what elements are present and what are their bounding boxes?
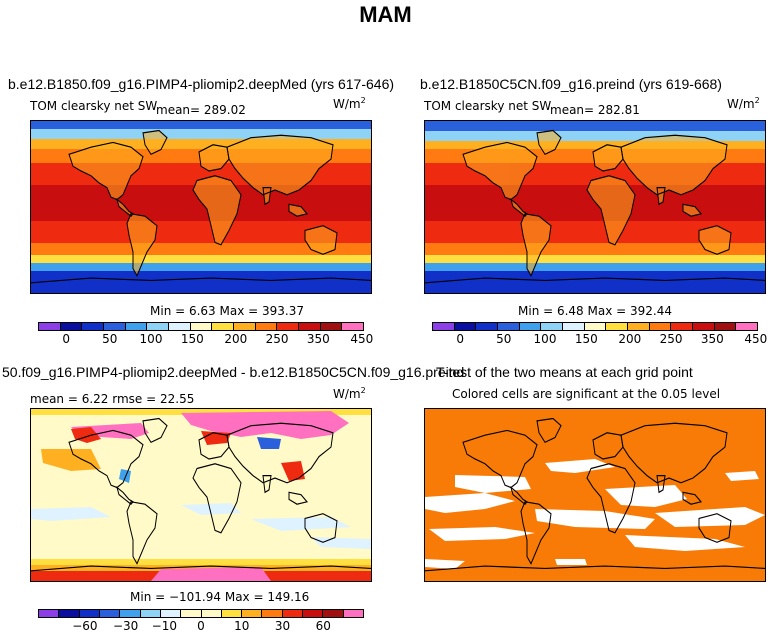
colorbar-swatch bbox=[541, 323, 564, 330]
colorbar-swatch bbox=[342, 323, 364, 330]
colorbar-swatch bbox=[234, 323, 256, 330]
colorbar-swatch bbox=[169, 323, 191, 330]
colorbar-swatch bbox=[736, 323, 758, 330]
colorbar-swatch bbox=[125, 323, 148, 330]
colorbar-swatch bbox=[606, 323, 629, 330]
panel-3-title: 50.f09_g16.PIMP4-pliomip2.deepMed - b.e1… bbox=[2, 364, 465, 380]
colorbar-swatch bbox=[39, 610, 60, 617]
colorbar-swatch bbox=[584, 323, 607, 330]
panel-2-variable-label: TOM clearsky net SW bbox=[424, 99, 552, 113]
panel-3-units: W/m2 bbox=[333, 386, 366, 401]
colorbar-swatch bbox=[323, 610, 344, 617]
colorbar-tick-label: 0 bbox=[456, 332, 465, 346]
colorbar-swatch bbox=[671, 323, 694, 330]
panel-1-title: b.e12.B1850.f09_g16.PIMP4-pliomip2.deepM… bbox=[8, 76, 395, 92]
colorbar-tick-label: 450 bbox=[744, 332, 768, 346]
colorbar-tick-label: −60 bbox=[72, 619, 98, 633]
colorbar-swatch bbox=[714, 323, 737, 330]
colorbar-swatch bbox=[649, 323, 672, 330]
colorbar-swatch bbox=[255, 323, 278, 330]
colorbar-swatch bbox=[221, 610, 243, 617]
colorbar-swatch bbox=[82, 323, 105, 330]
colorbar-swatch bbox=[79, 610, 100, 617]
colorbar-swatch bbox=[277, 323, 300, 330]
colorbar-swatch bbox=[628, 323, 650, 330]
colorbar-swatch bbox=[563, 323, 585, 330]
colorbar-tick-label: 200 bbox=[224, 332, 248, 346]
panel-1-map bbox=[30, 120, 372, 294]
colorbar-tick-label: 50 bbox=[102, 332, 118, 346]
panel-3-colorbar bbox=[38, 609, 364, 618]
panel-2-map bbox=[424, 120, 766, 294]
colorbar-swatch bbox=[99, 610, 121, 617]
colorbar-swatch bbox=[299, 323, 321, 330]
panel-2-colorbar bbox=[432, 322, 758, 331]
colorbar-swatch bbox=[476, 323, 499, 330]
panel-1-colorbar bbox=[38, 322, 364, 331]
panel-4-map bbox=[424, 408, 766, 582]
colorbar-tick-label: 100 bbox=[533, 332, 557, 346]
panel-3-colorbar-ticks: −60 −30 −10 0 10 30 60 bbox=[38, 619, 364, 635]
colorbar-tick-label: 350 bbox=[306, 332, 330, 346]
colorbar-swatch bbox=[242, 610, 263, 617]
colorbar-tick-label: −30 bbox=[112, 619, 139, 633]
colorbar-swatch bbox=[190, 323, 213, 330]
panel-3-map bbox=[30, 408, 372, 582]
panel-1-variable-label: TOM clearsky net SW bbox=[30, 99, 158, 113]
panel-1-minmax: Min = 6.63 Max = 393.37 bbox=[150, 304, 304, 318]
colorbar-swatch bbox=[433, 323, 455, 330]
panel-3-stats-label: mean = 6.22 rmse = 22.55 bbox=[30, 392, 195, 406]
panel-4-title: T-test of the two means at each grid poi… bbox=[436, 364, 693, 380]
colorbar-swatch bbox=[160, 610, 182, 617]
colorbar-swatch bbox=[343, 610, 363, 617]
colorbar-swatch bbox=[519, 323, 542, 330]
colorbar-swatch bbox=[60, 323, 83, 330]
colorbar-tick-label: 10 bbox=[234, 619, 250, 633]
panel-2-units: W/m2 bbox=[727, 96, 760, 111]
panel-2-minmax: Min = 6.48 Max = 392.44 bbox=[518, 304, 672, 318]
colorbar-swatch bbox=[120, 610, 141, 617]
colorbar-swatch bbox=[262, 610, 283, 617]
panel-4-note: Colored cells are significant at the 0.0… bbox=[452, 387, 721, 401]
colorbar-swatch bbox=[39, 323, 61, 330]
colorbar-tick-label: 0 bbox=[197, 619, 205, 633]
panel-3-minmax: Min = −101.94 Max = 149.16 bbox=[130, 590, 310, 604]
colorbar-tick-label: −10 bbox=[151, 619, 177, 633]
colorbar-tick-label: 450 bbox=[350, 332, 374, 346]
colorbar-swatch bbox=[181, 610, 202, 617]
colorbar-swatch bbox=[498, 323, 520, 330]
colorbar-tick-label: 50 bbox=[496, 332, 512, 346]
colorbar-swatch bbox=[140, 610, 161, 617]
colorbar-swatch bbox=[212, 323, 235, 330]
colorbar-swatch bbox=[201, 610, 222, 617]
colorbar-tick-label: 150 bbox=[574, 332, 598, 346]
panel-1-mean-label: mean= 289.02 bbox=[156, 103, 246, 117]
colorbar-tick-label: 60 bbox=[315, 619, 331, 633]
colorbar-tick-label: 350 bbox=[700, 332, 724, 346]
page-title: MAM bbox=[359, 2, 412, 27]
panel-1-units: W/m2 bbox=[333, 96, 366, 111]
panel-1-colorbar-ticks: 0 50 100 150 200 250 350 450 bbox=[38, 332, 373, 348]
panel-2-mean-label: mean= 282.81 bbox=[550, 103, 640, 117]
colorbar-swatch bbox=[104, 323, 126, 330]
panel-2-colorbar-ticks: 0 50 100 150 200 250 350 450 bbox=[432, 332, 767, 348]
colorbar-swatch bbox=[147, 323, 170, 330]
colorbar-tick-label: 100 bbox=[139, 332, 163, 346]
colorbar-tick-label: 200 bbox=[618, 332, 642, 346]
panel-2-title: b.e12.B1850C5CN.f09_g16.preind (yrs 619-… bbox=[420, 76, 722, 92]
colorbar-tick-label: 0 bbox=[62, 332, 71, 346]
colorbar-tick-label: 150 bbox=[180, 332, 204, 346]
colorbar-swatch bbox=[303, 610, 324, 617]
colorbar-swatch bbox=[282, 610, 304, 617]
colorbar-tick-label: 30 bbox=[274, 619, 291, 633]
colorbar-swatch bbox=[320, 323, 343, 330]
colorbar-swatch bbox=[59, 610, 80, 617]
colorbar-tick-label: 250 bbox=[659, 332, 683, 346]
colorbar-swatch bbox=[693, 323, 715, 330]
colorbar-swatch bbox=[454, 323, 477, 330]
colorbar-tick-label: 250 bbox=[265, 332, 289, 346]
